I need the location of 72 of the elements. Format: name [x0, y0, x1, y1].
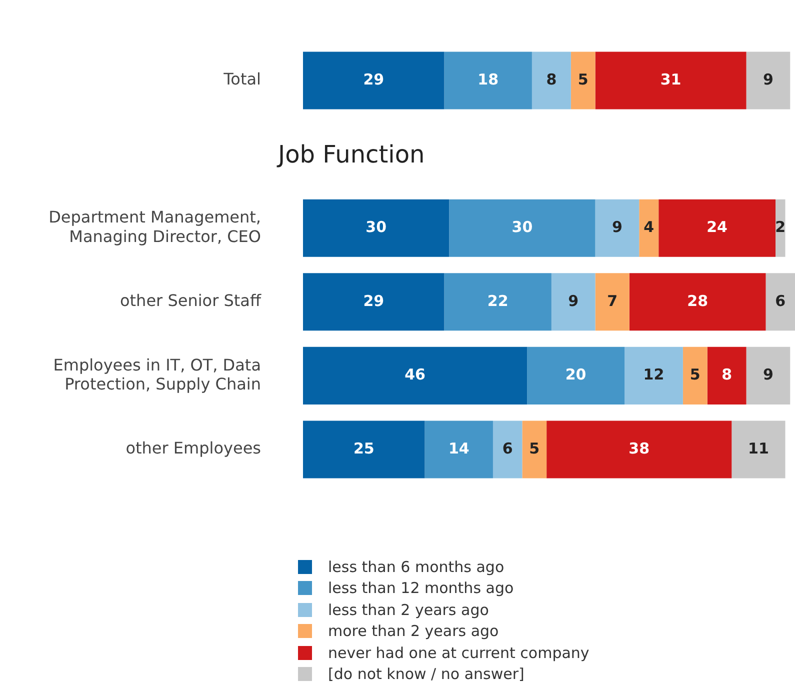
- bar: [776, 199, 786, 257]
- bar: [732, 420, 786, 478]
- bar: [303, 346, 528, 404]
- bar: [624, 346, 683, 404]
- data-label: 31: [660, 70, 682, 88]
- data-label: 8: [722, 366, 732, 384]
- bar: [639, 199, 659, 257]
- data-label: 5: [578, 70, 588, 88]
- bar: [746, 52, 790, 110]
- y-tick-label: other Employees: [126, 438, 261, 458]
- data-label: 2: [775, 218, 786, 236]
- bar: [546, 420, 732, 478]
- data-label: 9: [762, 366, 774, 384]
- bar: [303, 199, 450, 257]
- legend-label: less than 12 months ago: [328, 579, 514, 598]
- annotation: Job Function: [276, 140, 425, 169]
- y-tick-label: Department Management, Managing Director, CEO: [48, 208, 261, 246]
- bar: [303, 420, 425, 478]
- data-label: 28: [687, 292, 708, 310]
- bar: [424, 420, 493, 478]
- data-label: 6: [775, 292, 786, 310]
- bar: [303, 52, 444, 110]
- bar: [492, 420, 522, 478]
- data-label: 4: [644, 218, 654, 236]
- data-label: 30: [512, 218, 533, 236]
- bar: [444, 52, 532, 110]
- data-label: 9: [762, 70, 774, 88]
- bar: [551, 273, 596, 331]
- bar: [595, 273, 630, 331]
- data-label: 24: [706, 218, 728, 236]
- bar: [570, 52, 596, 110]
- bar: [527, 346, 625, 404]
- bar: [658, 199, 776, 257]
- bar: [629, 273, 766, 331]
- data-label: 9: [612, 218, 622, 236]
- bar: [746, 346, 790, 404]
- legend-label: less than 2 years ago: [328, 600, 489, 619]
- data-label: 11: [748, 439, 769, 458]
- data-label: 5: [690, 366, 700, 384]
- bar: [707, 346, 746, 404]
- data-label: 30: [366, 218, 387, 236]
- legend-label: more than 2 years ago: [328, 622, 499, 640]
- data-label: 22: [487, 292, 508, 310]
- data-label: 12: [643, 366, 664, 384]
- y-tick-label: Total: [222, 70, 261, 89]
- data-label: 9: [568, 292, 579, 310]
- data-label: 29: [363, 70, 384, 88]
- bar: [682, 346, 708, 404]
- bar: [595, 199, 640, 257]
- data-label: 14: [448, 439, 470, 458]
- bar: [444, 273, 552, 331]
- data-label: 25: [353, 439, 374, 458]
- bar: [766, 273, 795, 331]
- data-label: 7: [607, 292, 618, 310]
- legend-label: never had one at current company: [328, 644, 590, 662]
- data-label: 6: [502, 439, 513, 458]
- data-label: 8: [546, 70, 557, 88]
- data-label: 5: [529, 439, 540, 458]
- y-tick-label: other Senior Staff: [120, 291, 262, 310]
- data-label: 46: [404, 366, 426, 384]
- bar: [303, 273, 444, 331]
- bar: [532, 52, 571, 110]
- data-label: 29: [363, 292, 384, 310]
- bar: [595, 52, 746, 110]
- legend-label: [do not know / no answer]: [328, 665, 524, 684]
- data-label: 20: [565, 366, 586, 384]
- data-label: 38: [628, 439, 650, 458]
- bar: [449, 199, 596, 257]
- legend-label: less than 6 months ago: [328, 558, 504, 576]
- bar: [522, 420, 547, 478]
- data-label: 18: [478, 70, 499, 88]
- y-tick-label: Employees in IT, OT, Data Protection, Supply Chain: [53, 355, 261, 394]
